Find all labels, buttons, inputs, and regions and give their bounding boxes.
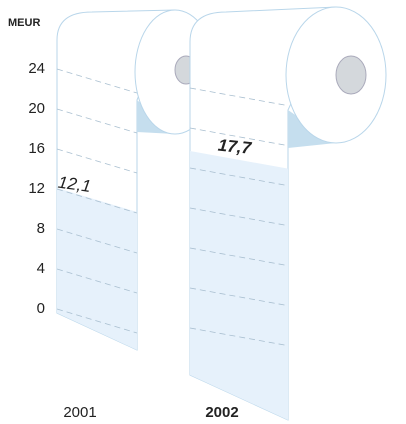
grid-line [189, 327, 289, 347]
grid-line [189, 207, 289, 227]
grid-line [56, 108, 138, 134]
y-tick-label: 4 [37, 260, 45, 277]
y-axis-label: MEUR [8, 17, 40, 29]
grid-line [189, 87, 289, 107]
grid-line [56, 228, 138, 254]
x-tick-label: 2002 [205, 404, 238, 421]
grid-line [189, 287, 289, 307]
grid-line [56, 268, 138, 294]
roll-hole [335, 55, 367, 95]
y-tick-label: 0 [37, 300, 45, 317]
y-tick-label: 20 [28, 100, 45, 117]
grid-line [56, 148, 138, 174]
value-label: 17,7 [217, 136, 253, 159]
y-tick-label: 24 [28, 60, 45, 77]
y-tick-label: 12 [28, 180, 45, 197]
y-tick-label: 16 [28, 140, 45, 157]
y-tick-label: 8 [37, 220, 45, 237]
bar [57, 188, 137, 350]
grid-line [56, 308, 138, 334]
bar [190, 151, 288, 420]
grid-line [189, 167, 289, 187]
grid-line [189, 127, 289, 147]
grid-line [189, 247, 289, 267]
value-label: 12,1 [57, 173, 92, 196]
x-tick-label: 2001 [63, 404, 96, 421]
grid-line [56, 68, 138, 94]
grid-line [56, 188, 138, 214]
